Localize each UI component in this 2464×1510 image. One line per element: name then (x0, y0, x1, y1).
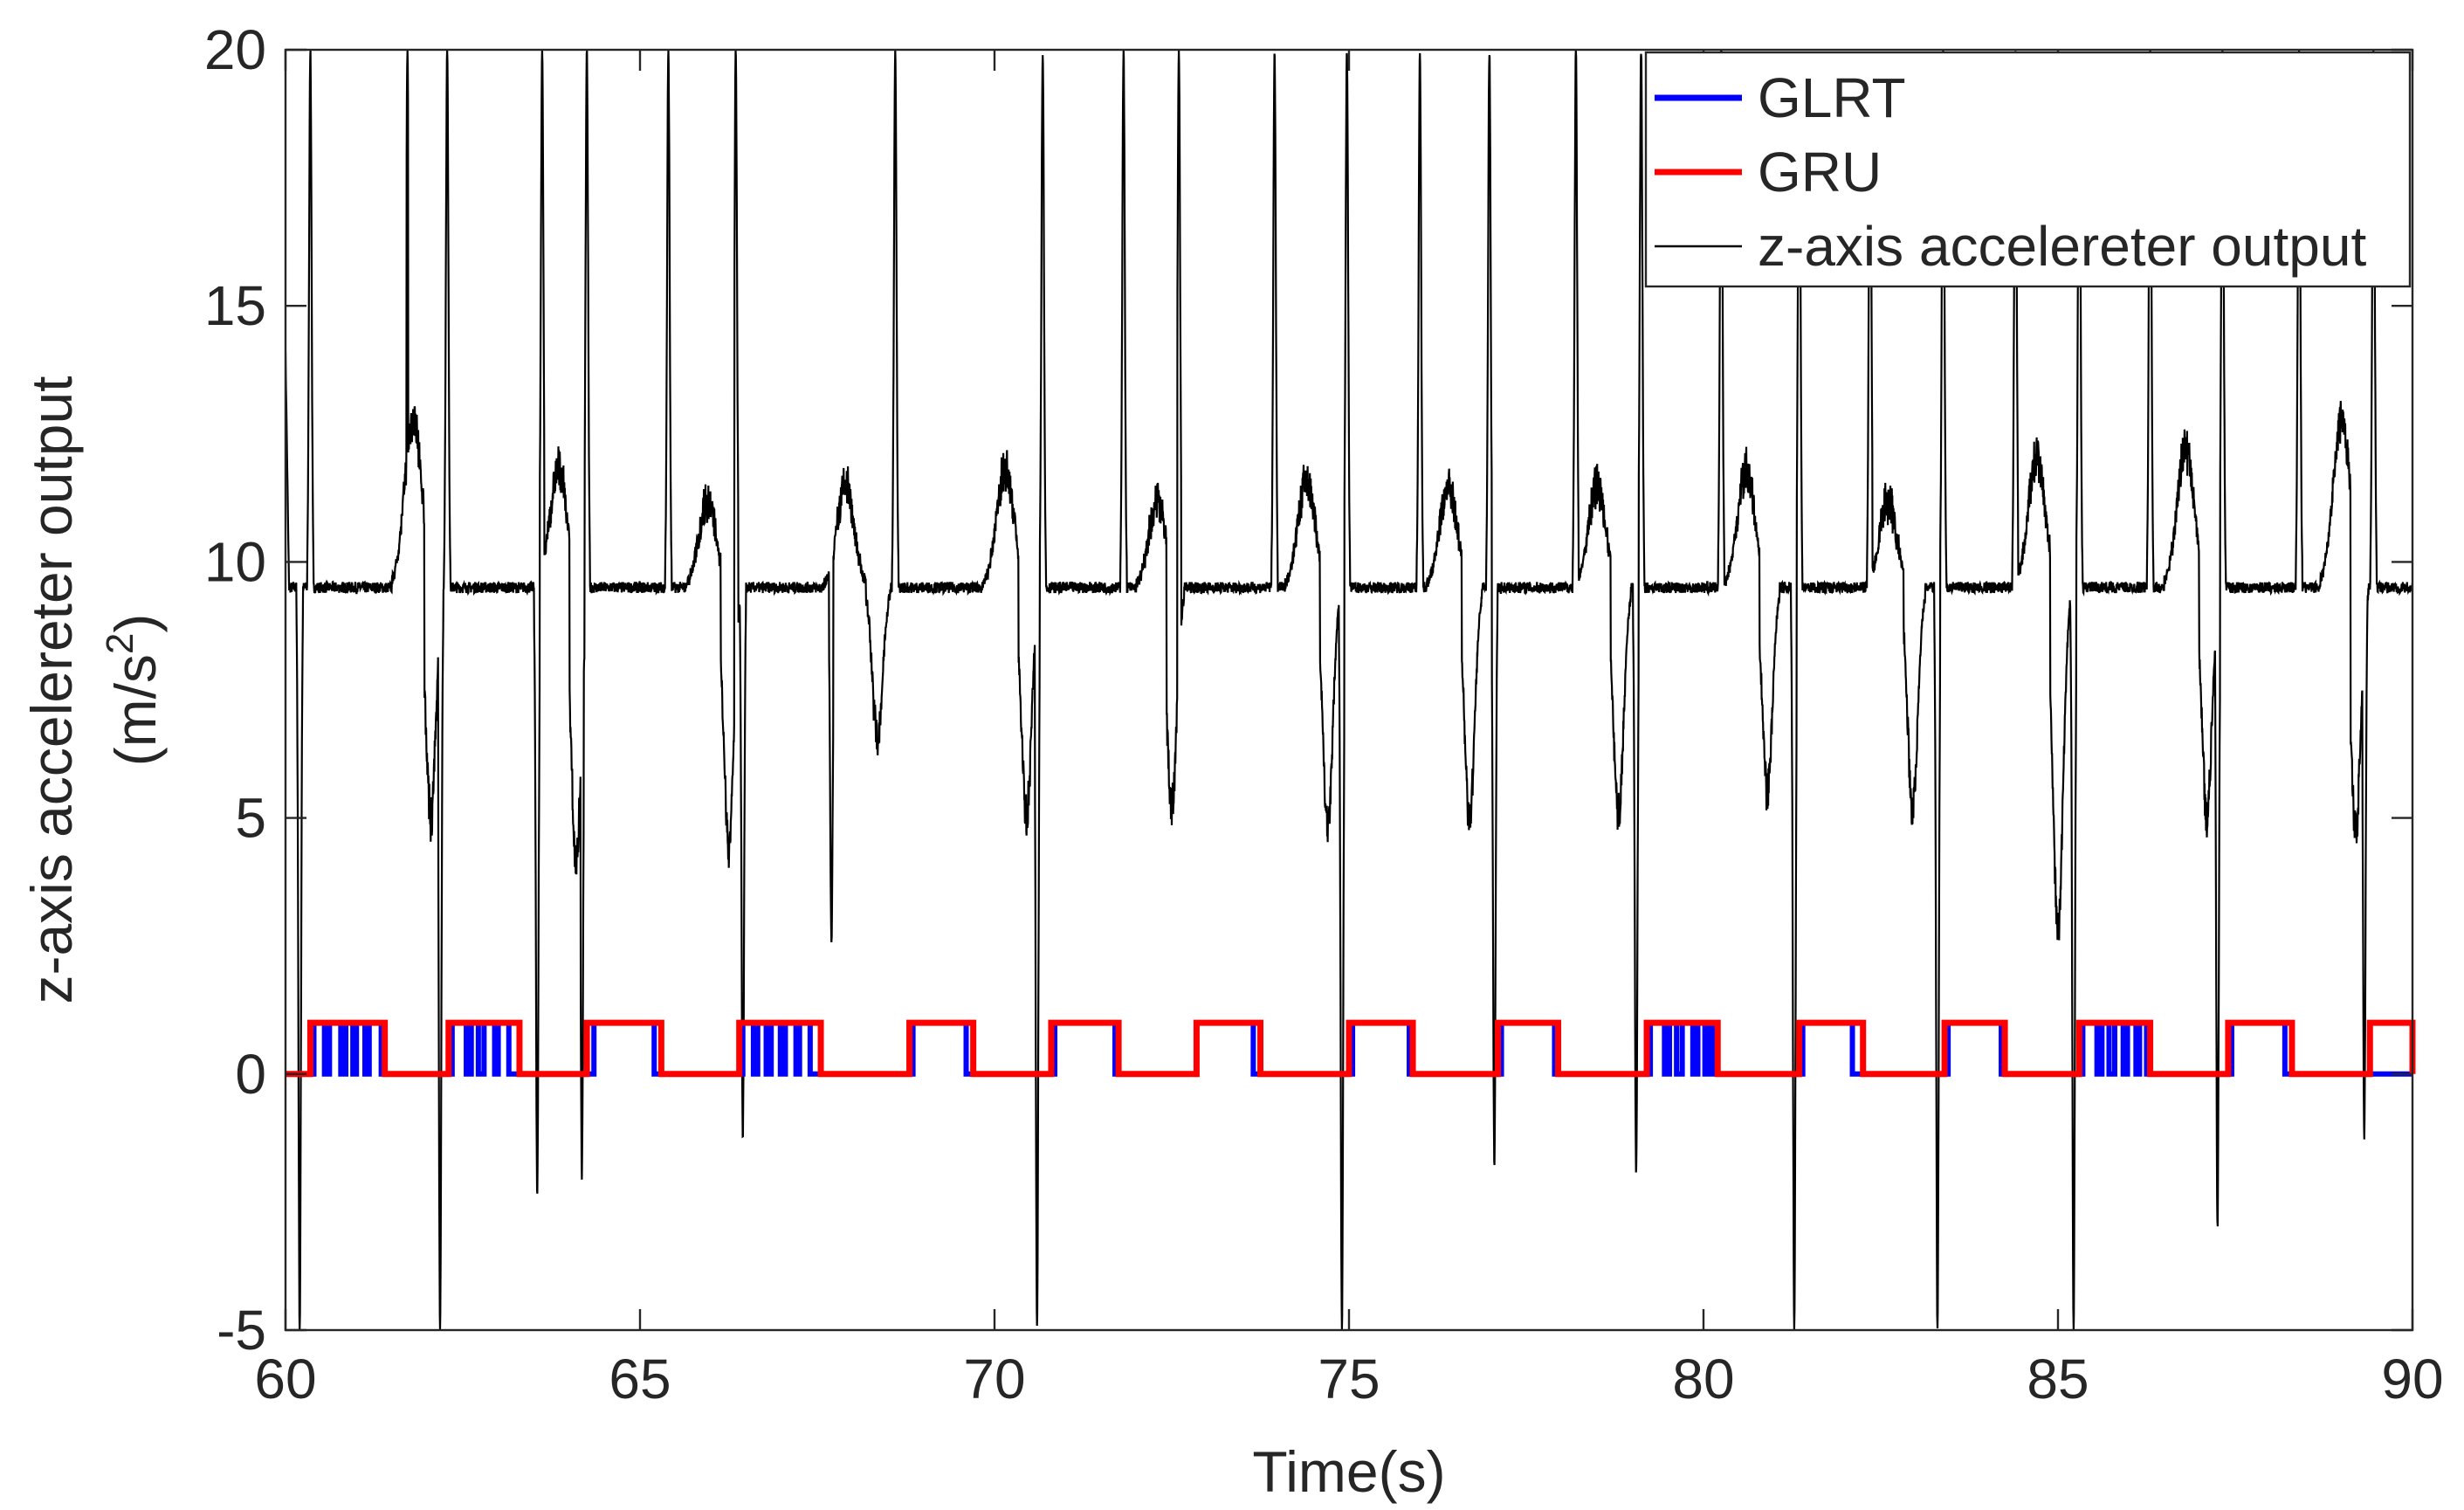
y-tick-label: 5 (235, 787, 266, 850)
legend-label: GLRT (1758, 66, 1906, 129)
series-gru (286, 1019, 2416, 1078)
step-pulse-gru (1944, 1022, 2006, 1024)
step-pulse-gru (2370, 1022, 2412, 1024)
y-axis-label-unit: (m/s (103, 654, 168, 766)
legend-label: z-axis accelereter output (1758, 215, 2366, 278)
y-tick-label: 15 (204, 274, 266, 337)
step-pulse-gru (739, 1022, 822, 1024)
y-axis-label-line2: (m/s2) (99, 614, 168, 767)
step-pulse-gru (1050, 1022, 1119, 1024)
step-pulse-gru (2227, 1022, 2292, 1024)
axes-layer: 60 65 70 75 80 85 90 -5 0 5 10 15 20 (204, 18, 2444, 1410)
step-pulse-gru (2079, 1022, 2151, 1024)
step-pulse-gru (1196, 1022, 1261, 1024)
step-pulse-gru (1349, 1022, 1414, 1024)
step-pulse-gru (1647, 1022, 1718, 1024)
step-pulse-gru (587, 1022, 662, 1024)
series-layer (286, 50, 2416, 1330)
step-pulse-gru (1497, 1022, 1559, 1024)
step-pulse-gru (448, 1022, 520, 1024)
step-pulse-gru (909, 1022, 974, 1024)
y-axis-label-line1: z-axis accelereter output (19, 376, 84, 1003)
x-tick-label: 60 (254, 1348, 316, 1410)
legend: GLRT GRU z-axis accelereter output (1644, 51, 2412, 288)
step-pulse-gru (310, 1022, 385, 1024)
x-tick-label: 90 (2381, 1348, 2443, 1410)
legend-box (1644, 51, 2412, 288)
x-tick-label: 65 (609, 1348, 671, 1410)
y-axis-label: z-axis accelereter output (m/s2) (19, 376, 168, 1003)
step-pulse-gru (1799, 1022, 1863, 1024)
x-tick-label: 80 (1672, 1348, 1734, 1410)
y-tick-label: -5 (217, 1299, 266, 1362)
legend-label: GRU (1758, 141, 1882, 203)
y-tick-label: 10 (204, 530, 266, 593)
y-axis-label-exponent: 2 (99, 633, 141, 654)
y-axis-label-close: ) (103, 614, 168, 633)
x-axis-label: Time(s) (1252, 1439, 1445, 1504)
series-line-accelerometer (286, 50, 2412, 1330)
x-tick-label: 85 (2027, 1348, 2089, 1410)
x-tick-label: 70 (963, 1348, 1025, 1410)
y-tick-label: 20 (204, 18, 266, 81)
x-tick-label: 75 (1318, 1348, 1380, 1410)
y-tick-label: 0 (235, 1043, 266, 1106)
